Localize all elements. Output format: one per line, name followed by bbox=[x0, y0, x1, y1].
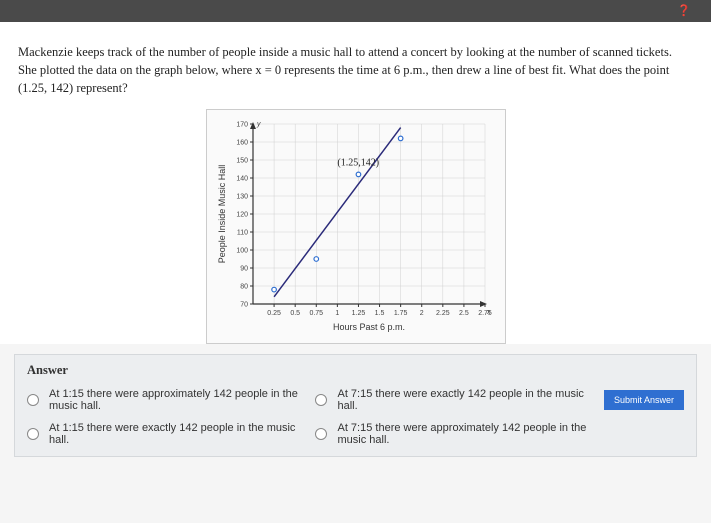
options-grid: At 1:15 there were approximately 142 peo… bbox=[27, 388, 684, 446]
option-text-3: At 1:15 there were exactly 142 people in… bbox=[49, 422, 307, 446]
svg-text:100: 100 bbox=[236, 248, 248, 255]
help-icon[interactable]: ❓ bbox=[677, 4, 691, 17]
top-bar: ❓ bbox=[0, 0, 711, 22]
svg-text:70: 70 bbox=[240, 302, 248, 309]
svg-text:0.5: 0.5 bbox=[290, 310, 300, 317]
svg-text:80: 80 bbox=[240, 284, 248, 291]
svg-text:110: 110 bbox=[236, 230, 247, 237]
svg-text:0.25: 0.25 bbox=[267, 310, 281, 317]
svg-text:(1.25,142): (1.25,142) bbox=[337, 158, 379, 169]
radio-option-2[interactable] bbox=[315, 394, 327, 406]
question-text: Mackenzie keeps track of the number of p… bbox=[18, 43, 693, 97]
svg-text:2.75: 2.75 bbox=[478, 310, 492, 317]
svg-text:y: y bbox=[256, 121, 261, 128]
submit-button[interactable]: Submit Answer bbox=[604, 390, 684, 410]
chart-container: yx7080901001101201301401501601700.250.50… bbox=[18, 109, 693, 344]
svg-text:2: 2 bbox=[419, 310, 423, 317]
svg-text:2.5: 2.5 bbox=[459, 310, 469, 317]
option-text-2: At 7:15 there were exactly 142 people in… bbox=[337, 388, 595, 412]
radio-option-4[interactable] bbox=[315, 428, 327, 440]
point-ref: (1.25, 142) bbox=[18, 81, 73, 95]
option-text-4: At 7:15 there were approximately 142 peo… bbox=[337, 422, 595, 446]
radio-option-3[interactable] bbox=[27, 428, 39, 440]
option-text-1: At 1:15 there were approximately 142 peo… bbox=[49, 388, 307, 412]
svg-text:2.25: 2.25 bbox=[436, 310, 450, 317]
equation-x0: x = 0 bbox=[255, 63, 281, 77]
svg-text:1.25: 1.25 bbox=[351, 310, 365, 317]
svg-text:Hours Past 6 p.m.: Hours Past 6 p.m. bbox=[332, 322, 404, 332]
svg-text:160: 160 bbox=[236, 140, 248, 147]
svg-text:150: 150 bbox=[236, 158, 248, 165]
answer-section: Answer At 1:15 there were approximately … bbox=[14, 354, 697, 457]
svg-text:130: 130 bbox=[236, 194, 248, 201]
svg-text:1.5: 1.5 bbox=[374, 310, 384, 317]
question-part-3: represent? bbox=[76, 81, 127, 95]
answer-label: Answer bbox=[27, 363, 684, 378]
radio-option-1[interactable] bbox=[27, 394, 39, 406]
question-area: Mackenzie keeps track of the number of p… bbox=[0, 22, 711, 344]
question-part-2: represents the time at 6 p.m., then drew… bbox=[284, 63, 669, 77]
svg-text:People Inside Music Hall: People Inside Music Hall bbox=[217, 165, 227, 264]
svg-text:1.75: 1.75 bbox=[393, 310, 407, 317]
svg-text:140: 140 bbox=[236, 176, 248, 183]
svg-text:90: 90 bbox=[240, 266, 248, 273]
svg-text:1: 1 bbox=[335, 310, 339, 317]
svg-text:120: 120 bbox=[236, 212, 248, 219]
svg-text:170: 170 bbox=[236, 122, 248, 129]
chart: yx7080901001101201301401501601700.250.50… bbox=[206, 109, 506, 344]
chart-svg: yx7080901001101201301401501601700.250.50… bbox=[215, 116, 495, 334]
svg-text:0.75: 0.75 bbox=[309, 310, 323, 317]
